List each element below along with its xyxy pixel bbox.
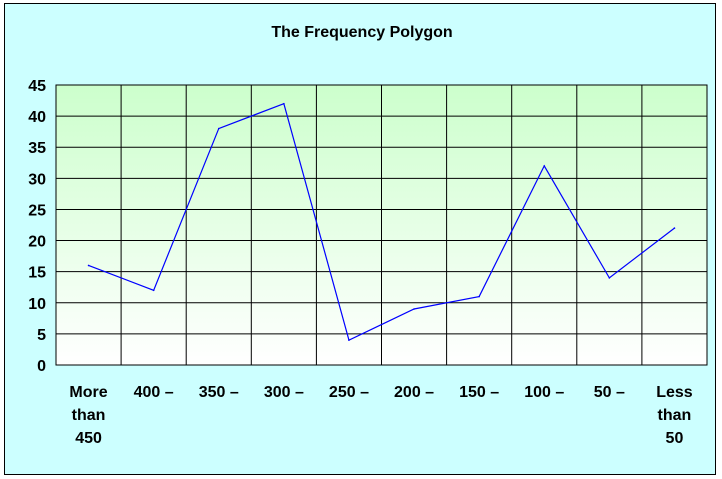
y-tick-label: 0 [37, 358, 46, 375]
x-tick-label-line: 400 – [134, 384, 174, 401]
data-point [87, 264, 90, 267]
x-tick-label-line: 100 – [524, 384, 564, 401]
series-layer [87, 102, 676, 341]
data-point [348, 339, 350, 341]
x-tick-label-line: 350 – [199, 384, 239, 401]
y-tick-label: 35 [28, 140, 46, 157]
chart-frame: The Frequency Polygon 0 5 10 15 20 25 30 35 40 45… [4, 3, 716, 475]
x-tick-label-line: 300 – [264, 384, 304, 401]
y-tick-label: 5 [37, 327, 46, 344]
chart-svg: The Frequency Polygon 0 5 10 15 20 25 30 35 40 45… [28, 24, 708, 447]
y-tick-label: 40 [28, 109, 46, 126]
y-axis-ticks: 0 5 10 15 20 25 30 35 40 45 [28, 78, 46, 375]
x-tick-label: 100 – [524, 384, 564, 401]
x-tick-label-line: than [658, 407, 692, 424]
y-tick-label: 15 [28, 265, 46, 282]
x-tick-label-line: More [69, 384, 107, 401]
x-tick-label-line: 150 – [459, 384, 499, 401]
data-point [283, 102, 285, 105]
x-tick-label: Less than 50 [656, 384, 693, 447]
chart-title: The Frequency Polygon [271, 24, 452, 41]
y-tick-label: 30 [28, 171, 46, 188]
y-tick-label: 20 [28, 234, 46, 251]
data-point [673, 227, 676, 229]
x-tick-label: 150 – [459, 384, 499, 401]
x-tick-label: 250 – [329, 384, 369, 401]
x-tick-label-line: 50 [666, 430, 684, 447]
x-tick-label: 50 – [594, 384, 625, 401]
x-tick-label: 400 – [134, 384, 174, 401]
data-point [608, 277, 611, 279]
series-line [88, 102, 675, 341]
y-tick-label: 25 [28, 202, 46, 219]
grid-layer [56, 84, 707, 366]
x-tick-label: 350 – [199, 384, 239, 401]
x-tick-label-line: 250 – [329, 384, 369, 401]
y-tick-label: 10 [28, 296, 46, 313]
x-tick-label: More than 450 [69, 384, 107, 447]
x-tick-label: 300 – [264, 384, 304, 401]
y-tick-label: 45 [28, 78, 46, 95]
data-point [217, 127, 220, 130]
x-tick-label-line: than [72, 407, 106, 424]
x-tick-label: 200 – [394, 384, 434, 401]
data-point [543, 165, 546, 167]
x-tick-label-line: 450 [75, 430, 102, 447]
data-point [152, 289, 155, 292]
data-point [413, 308, 415, 310]
x-tick-label-line: Less [656, 384, 693, 401]
x-tick-label-line: 200 – [394, 384, 434, 401]
x-tick-label-line: 50 – [594, 384, 625, 401]
data-point [478, 295, 480, 298]
x-axis-ticks: More than 450 400 – 350 – 300 – 250 – 200 – 150 … [69, 384, 692, 447]
